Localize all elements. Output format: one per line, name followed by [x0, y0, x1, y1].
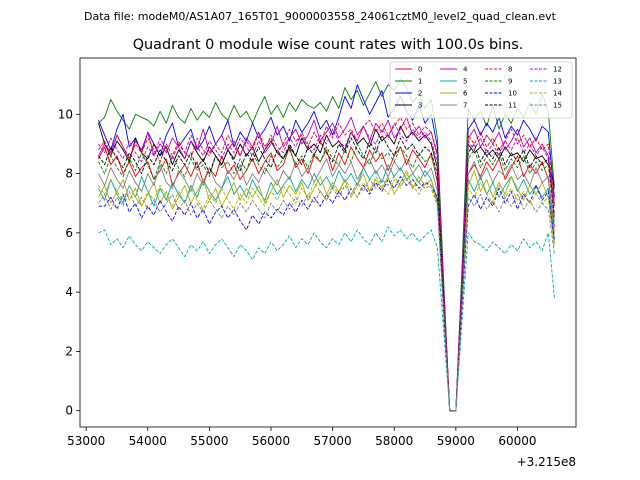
legend-label-7: 7 [463, 102, 467, 110]
legend-label-0: 0 [418, 66, 422, 74]
series-line-5 [98, 164, 555, 412]
series-layer [98, 78, 555, 412]
y-tick-label: 4 [65, 285, 73, 299]
x-tick-label: 57000 [314, 434, 352, 448]
legend-label-2: 2 [418, 90, 422, 98]
y-tick-label: 10 [58, 107, 73, 121]
series-line-13 [98, 226, 555, 412]
series-line-14 [98, 173, 555, 412]
figure-suptitle: Data file: modeM0/AS1A07_165T01_90000035… [84, 10, 557, 23]
y-tick-label: 2 [65, 344, 73, 358]
x-tick-label: 54000 [129, 434, 167, 448]
x-tick-label: 60000 [498, 434, 536, 448]
series-line-9 [98, 143, 555, 412]
legend-frame [389, 61, 573, 119]
x-axis-offset-text: +3.215e8 [517, 455, 576, 469]
series-line-2 [98, 84, 555, 412]
legend-label-8: 8 [508, 66, 512, 74]
series-line-4 [98, 116, 555, 412]
y-tick-label: 8 [65, 167, 73, 181]
legend-label-15: 15 [553, 102, 562, 110]
legend-label-3: 3 [418, 102, 422, 110]
chart-title: Quadrant 0 module wise count rates with … [133, 37, 524, 53]
y-tick-label: 0 [65, 404, 73, 418]
legend-label-1: 1 [418, 78, 422, 86]
x-axis: 53000 54000 55000 56000 57000 58000 59000 60000 [67, 427, 537, 448]
x-tick-label: 56000 [252, 434, 290, 448]
legend-label-13: 13 [553, 78, 562, 86]
legend-label-4: 4 [463, 66, 468, 74]
y-axis: 0 2 4 6 8 10 [58, 107, 80, 418]
series-line-3 [98, 123, 555, 412]
series-line-12 [98, 122, 555, 412]
series-line-7 [98, 158, 555, 412]
series-line-11 [98, 134, 555, 412]
legend-label-5: 5 [463, 78, 467, 86]
x-tick-label: 55000 [190, 434, 228, 448]
series-line-6 [98, 170, 555, 412]
series-line-15 [98, 176, 555, 412]
x-tick-label: 53000 [67, 434, 105, 448]
x-tick-label: 59000 [437, 434, 475, 448]
legend-label-14: 14 [553, 90, 562, 98]
legend-label-6: 6 [463, 90, 468, 98]
series-line-8 [98, 116, 555, 412]
y-tick-label: 6 [65, 226, 73, 240]
x-tick-label: 58000 [375, 434, 413, 448]
legend-label-11: 11 [508, 102, 517, 110]
legend-label-10: 10 [508, 90, 517, 98]
legend-label-12: 12 [553, 66, 562, 74]
axes-frame [79, 57, 577, 428]
legend-label-9: 9 [508, 78, 512, 86]
